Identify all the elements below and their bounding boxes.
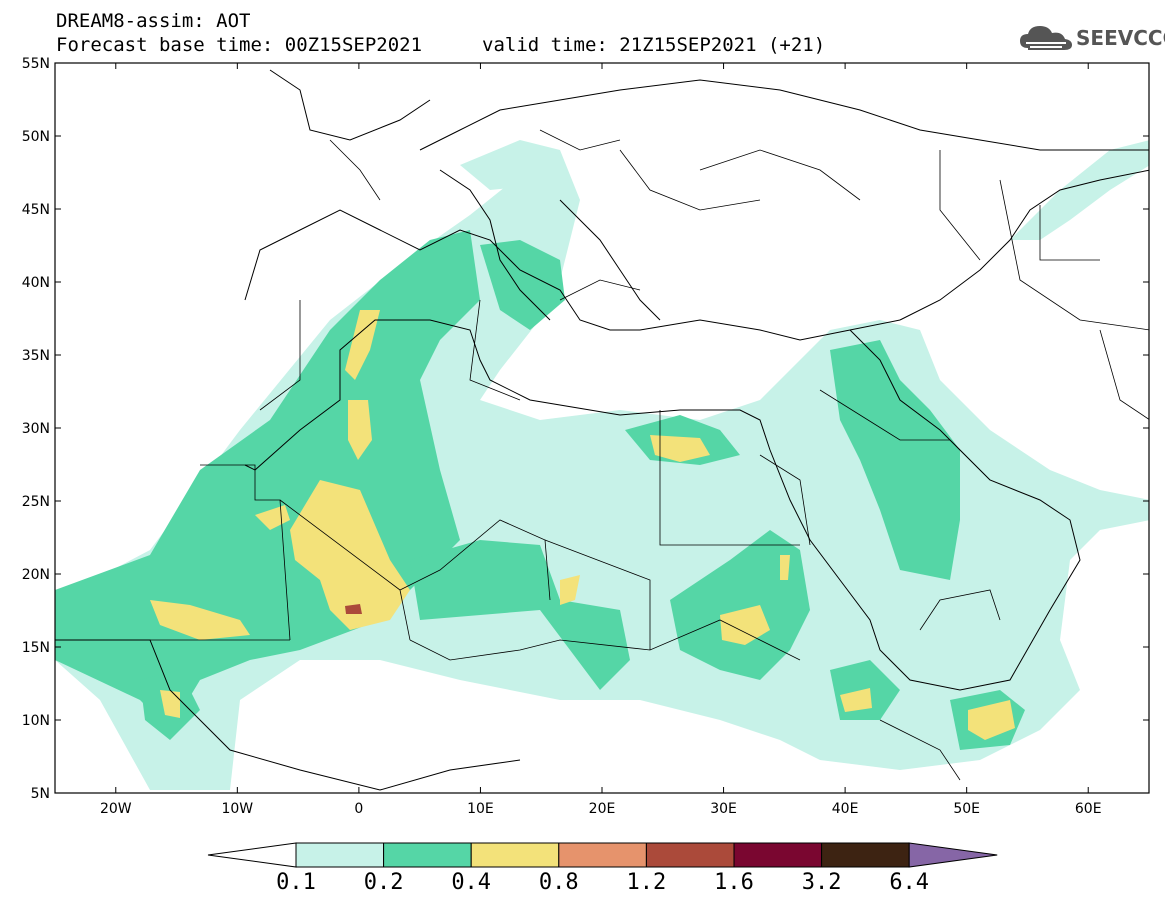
lon-tick-label: 20W: [100, 801, 132, 817]
colorbar-label: 0.8: [538, 870, 579, 895]
map-title: DREAM8-assim: AOT: [56, 10, 251, 32]
colorbar-segment: [645, 842, 735, 868]
colorbar-segment: [733, 842, 823, 868]
aot-level-0.4: [150, 310, 1015, 740]
logo-text: SEEVCCC: [1076, 26, 1165, 50]
axis-ticks: 55N 50N 45N 40N 35N 30N 25N 20N 15N 10N 5N 20W 10W 0 1…: [22, 56, 1149, 817]
lon-tick-label: 60E: [1075, 801, 1102, 817]
colorbar-label: 6.4: [889, 870, 930, 895]
colorbar-lower-arrow: [207, 842, 297, 868]
lon-tick-label: 40E: [832, 801, 859, 817]
lat-tick-label: 10N: [22, 713, 50, 729]
lat-tick-label: 25N: [22, 494, 50, 510]
colorbar-label: 1.6: [714, 870, 754, 895]
colorbar-label: 3.2: [801, 870, 842, 895]
lat-tick-label: 20N: [22, 567, 50, 583]
borders: [150, 129, 1149, 781]
colorbar-label: 0.4: [451, 870, 492, 895]
lon-tick-label: 0: [354, 801, 363, 817]
lat-tick-label: 55N: [22, 56, 50, 72]
colorbar-segment: [383, 842, 472, 868]
lat-tick-label: 30N: [22, 421, 50, 437]
coastlines: [55, 69, 1149, 791]
lon-tick-label: 10E: [467, 801, 494, 817]
lat-tick-label: 5N: [31, 786, 50, 802]
colorbar-segment: [821, 842, 910, 868]
aot-level-0.8: [345, 604, 362, 614]
colorbar-upper-arrow: [908, 842, 998, 868]
colorbar-label: 1.2: [626, 870, 667, 895]
lon-tick-label: 30E: [710, 801, 737, 817]
colorbar-segment: [470, 842, 560, 868]
lat-tick-label: 50N: [22, 129, 50, 145]
colorbar-segment: [558, 842, 647, 868]
lat-tick-label: 40N: [22, 275, 50, 291]
lat-tick-label: 45N: [22, 202, 50, 218]
valid-time: valid time: 21Z15SEP2021 (+21): [482, 34, 826, 56]
aot-field: [55, 140, 1149, 790]
lon-tick-label: 20E: [589, 801, 616, 817]
colorbar: [207, 842, 998, 868]
colorbar-segment: [295, 842, 385, 868]
lat-tick-label: 35N: [22, 348, 50, 364]
lon-tick-label: 50E: [953, 801, 980, 817]
colorbar-label: 0.1: [276, 870, 316, 895]
forecast-base-time: Forecast base time: 00Z15SEP2021: [56, 34, 423, 56]
seevccc-logo: SEEVCCC: [1018, 22, 1165, 58]
lat-tick-label: 15N: [22, 640, 50, 656]
colorbar-label: 0.2: [363, 870, 404, 895]
cloud-icon: [1020, 26, 1072, 50]
lon-tick-label: 10W: [221, 801, 253, 817]
